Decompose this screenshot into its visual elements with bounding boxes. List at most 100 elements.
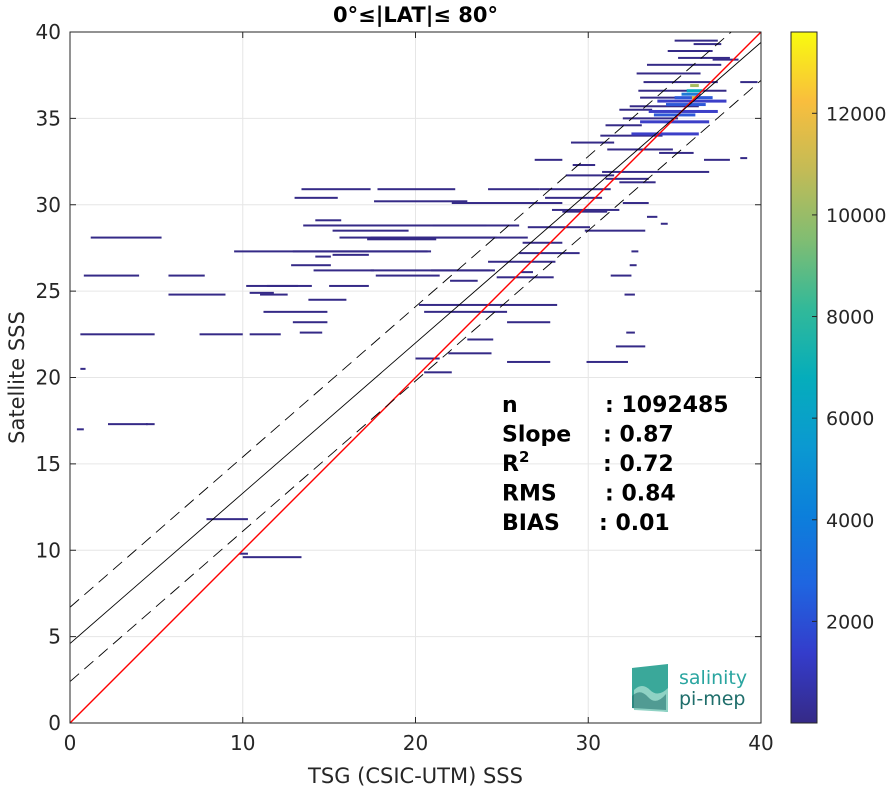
upper-bound-line	[69, 31, 732, 608]
density-segment	[640, 120, 710, 124]
density-segment	[619, 181, 656, 184]
colorbar-tick-label: 8000	[826, 307, 874, 329]
density-segment	[584, 229, 646, 232]
density-segment	[629, 264, 637, 267]
density-segment	[488, 260, 556, 263]
density-segment	[631, 132, 699, 136]
density-segment	[249, 333, 281, 336]
density-segment	[686, 89, 703, 93]
stat-label: R2	[502, 448, 529, 477]
fit-lines	[69, 31, 762, 724]
density-segment	[665, 103, 706, 107]
stat-label-text: RMS	[502, 482, 557, 507]
x-tick-label: 20	[403, 731, 428, 755]
density-segment	[681, 92, 701, 96]
y-axis-label: Satellite SSS	[5, 311, 29, 444]
colorbar	[790, 31, 818, 724]
logo-wave-shade-2	[632, 692, 666, 710]
density-segment	[80, 333, 155, 336]
x-axis-label: TSG (CSIC-UTM) SSS	[307, 764, 523, 788]
density-segment	[602, 170, 710, 173]
colorbar-tick-label: 10000	[826, 205, 886, 227]
stat-label: n	[502, 393, 518, 418]
density-segment	[332, 253, 369, 256]
x-tick-label: 0	[64, 731, 77, 755]
density-segment	[332, 229, 409, 232]
chart-title: 0°≤|LAT|≤ 80°	[333, 3, 498, 28]
stat-label: Slope	[502, 423, 571, 448]
density-segment	[643, 81, 718, 84]
density-segment	[303, 224, 520, 227]
regression-line	[69, 42, 762, 644]
density-segment	[146, 423, 155, 426]
density-segment	[624, 293, 635, 296]
density-segment	[467, 338, 494, 341]
x-tick-label: 10	[230, 731, 255, 755]
stats-box: n: 1092485 Slope: 0.87 R2: 0.72 RMS: 0.84 BI…	[502, 393, 729, 536]
density-segment	[206, 518, 248, 521]
density-segment	[712, 58, 739, 61]
density-segment	[168, 293, 226, 296]
density-segment	[545, 196, 603, 199]
stat-value: : 0.87	[603, 423, 674, 448]
y-tick-label: 35	[36, 106, 61, 130]
stat-value: : 1092485	[605, 393, 729, 418]
density-segment	[263, 310, 328, 313]
stat-label: BIAS	[502, 511, 560, 536]
density-segments	[76, 39, 758, 559]
density-segment	[308, 298, 347, 301]
density-segment	[534, 158, 563, 161]
density-segment	[292, 250, 432, 253]
density-segment	[294, 196, 338, 199]
density-segment	[367, 238, 437, 241]
density-segment	[450, 279, 478, 282]
density-segment	[572, 164, 596, 167]
density-segment	[610, 274, 632, 277]
density-segment	[646, 63, 722, 66]
density-segment	[539, 188, 611, 191]
x-tick-label: 30	[576, 731, 601, 755]
density-segment	[646, 215, 658, 218]
density-segment	[638, 89, 727, 92]
density-segment	[740, 157, 748, 160]
y-tick-label: 20	[36, 366, 61, 390]
y-tick-label: 0	[48, 711, 61, 735]
density-segment	[691, 96, 696, 100]
density-segment	[570, 141, 615, 144]
density-segment	[622, 202, 649, 205]
logo-text-pi-mep: pi-mep	[679, 688, 745, 710]
density-segment	[451, 202, 563, 205]
density-segment	[626, 331, 635, 334]
density-segment	[740, 81, 758, 84]
density-segment	[607, 148, 673, 151]
density-segment	[432, 224, 487, 227]
density-segment	[266, 284, 312, 287]
density-segment	[291, 264, 331, 267]
density-segment	[249, 291, 274, 294]
density-segment	[636, 72, 701, 75]
colorbar-tick-label: 12000	[826, 103, 886, 125]
density-segment	[431, 269, 490, 272]
density-segment	[653, 113, 696, 117]
density-segment	[586, 360, 628, 363]
y-tick-label: 10	[36, 538, 61, 562]
density-segment	[260, 293, 288, 296]
density-segment	[507, 360, 551, 363]
density-segment	[80, 367, 86, 370]
density-segment	[622, 117, 679, 120]
density-segment	[631, 250, 639, 253]
density-segment	[375, 274, 440, 277]
stat-value: : 0.01	[599, 511, 670, 536]
density-segment	[329, 284, 369, 287]
stat-label-text: R	[502, 452, 519, 477]
density-segment	[659, 151, 694, 154]
density-segment	[313, 269, 375, 272]
density-segment	[108, 423, 148, 426]
stat-label-superscript: 2	[519, 448, 529, 466]
y-tick-label: 30	[36, 193, 61, 217]
density-segment	[377, 188, 456, 191]
density-segment	[83, 274, 140, 277]
density-segment	[703, 158, 730, 161]
density-segment	[648, 109, 718, 113]
density-segment	[615, 345, 646, 348]
